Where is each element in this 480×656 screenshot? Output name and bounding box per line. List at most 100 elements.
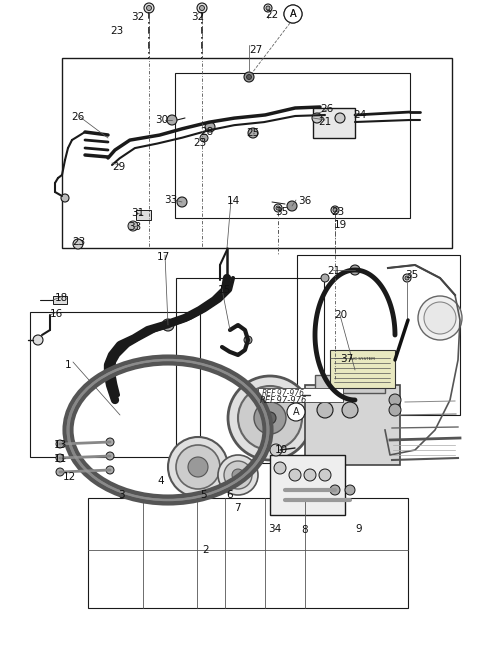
Circle shape — [317, 402, 333, 418]
Bar — [176, 278, 324, 463]
Text: 10: 10 — [275, 445, 288, 455]
Circle shape — [73, 239, 83, 249]
Text: 30: 30 — [155, 115, 168, 125]
Circle shape — [405, 276, 409, 280]
Circle shape — [106, 466, 114, 474]
Circle shape — [165, 322, 171, 328]
Circle shape — [403, 274, 411, 282]
Text: 3: 3 — [118, 490, 125, 500]
Bar — [330, 350, 395, 388]
Text: 33: 33 — [128, 222, 141, 232]
Text: 23: 23 — [193, 138, 206, 148]
Circle shape — [224, 461, 252, 489]
Bar — [30, 312, 200, 457]
Text: 24: 24 — [353, 110, 366, 120]
Circle shape — [270, 444, 282, 456]
Circle shape — [274, 462, 286, 474]
Text: 13: 13 — [54, 440, 67, 450]
Circle shape — [218, 455, 258, 495]
Circle shape — [287, 403, 305, 421]
Text: 16: 16 — [50, 309, 63, 319]
Bar — [270, 455, 345, 515]
Bar — [175, 73, 410, 218]
Circle shape — [244, 72, 254, 82]
Circle shape — [56, 440, 64, 448]
Circle shape — [56, 454, 64, 462]
Circle shape — [389, 394, 401, 406]
Circle shape — [177, 197, 187, 207]
Text: 23: 23 — [72, 237, 85, 247]
Circle shape — [61, 194, 69, 202]
Circle shape — [287, 201, 297, 211]
Text: 29: 29 — [112, 162, 125, 172]
Circle shape — [176, 445, 220, 489]
Circle shape — [284, 5, 302, 23]
Bar — [258, 388, 343, 402]
Text: 31: 31 — [131, 208, 144, 218]
Circle shape — [106, 438, 114, 446]
Circle shape — [276, 206, 280, 210]
Text: 9: 9 — [355, 524, 361, 534]
Circle shape — [200, 134, 208, 142]
Text: 23: 23 — [110, 26, 123, 36]
Text: 5: 5 — [200, 490, 206, 500]
Text: 21: 21 — [318, 117, 331, 127]
Circle shape — [312, 113, 322, 123]
Text: 2: 2 — [202, 545, 209, 555]
Circle shape — [248, 128, 258, 138]
Text: REF.97-976: REF.97-976 — [262, 389, 305, 398]
Bar — [53, 296, 67, 304]
Bar — [315, 375, 385, 393]
Text: 25: 25 — [246, 128, 259, 138]
Circle shape — [247, 75, 252, 79]
Circle shape — [56, 468, 64, 476]
Circle shape — [244, 336, 252, 344]
Circle shape — [289, 469, 301, 481]
Circle shape — [162, 319, 174, 331]
Text: 32: 32 — [131, 12, 144, 22]
Text: 26: 26 — [71, 112, 84, 122]
Text: 37: 37 — [340, 354, 353, 364]
Circle shape — [128, 221, 138, 231]
Text: 12: 12 — [63, 472, 76, 482]
Text: A: A — [293, 407, 300, 417]
Text: 22: 22 — [265, 10, 278, 20]
Text: 27: 27 — [249, 45, 262, 55]
Text: 32: 32 — [191, 12, 204, 22]
Bar — [88, 498, 408, 608]
Text: 20: 20 — [334, 310, 347, 320]
Circle shape — [106, 452, 114, 460]
Circle shape — [350, 265, 360, 275]
Text: A: A — [290, 9, 296, 19]
Circle shape — [197, 3, 207, 13]
Circle shape — [200, 5, 204, 10]
Circle shape — [238, 386, 302, 450]
Text: 14: 14 — [227, 196, 240, 206]
Circle shape — [418, 296, 462, 340]
Circle shape — [264, 4, 272, 12]
Circle shape — [330, 485, 340, 495]
Circle shape — [284, 5, 302, 23]
Text: 18: 18 — [55, 293, 68, 303]
Circle shape — [350, 395, 360, 405]
Text: 15: 15 — [218, 285, 231, 295]
Text: A: A — [290, 9, 296, 19]
Text: 17: 17 — [157, 252, 170, 262]
Circle shape — [168, 437, 228, 497]
Circle shape — [321, 274, 329, 282]
Circle shape — [342, 402, 358, 418]
Circle shape — [345, 485, 355, 495]
Circle shape — [333, 208, 337, 212]
Circle shape — [274, 204, 282, 212]
Circle shape — [167, 115, 177, 125]
Text: 4: 4 — [157, 476, 164, 486]
Circle shape — [331, 206, 339, 214]
Circle shape — [319, 469, 331, 481]
Circle shape — [33, 335, 43, 345]
Circle shape — [424, 302, 456, 334]
Text: A/C SYSTEM: A/C SYSTEM — [349, 357, 374, 361]
Circle shape — [205, 122, 215, 132]
Text: 6: 6 — [226, 490, 233, 500]
Text: 19: 19 — [334, 220, 347, 230]
Text: 8: 8 — [301, 525, 308, 535]
